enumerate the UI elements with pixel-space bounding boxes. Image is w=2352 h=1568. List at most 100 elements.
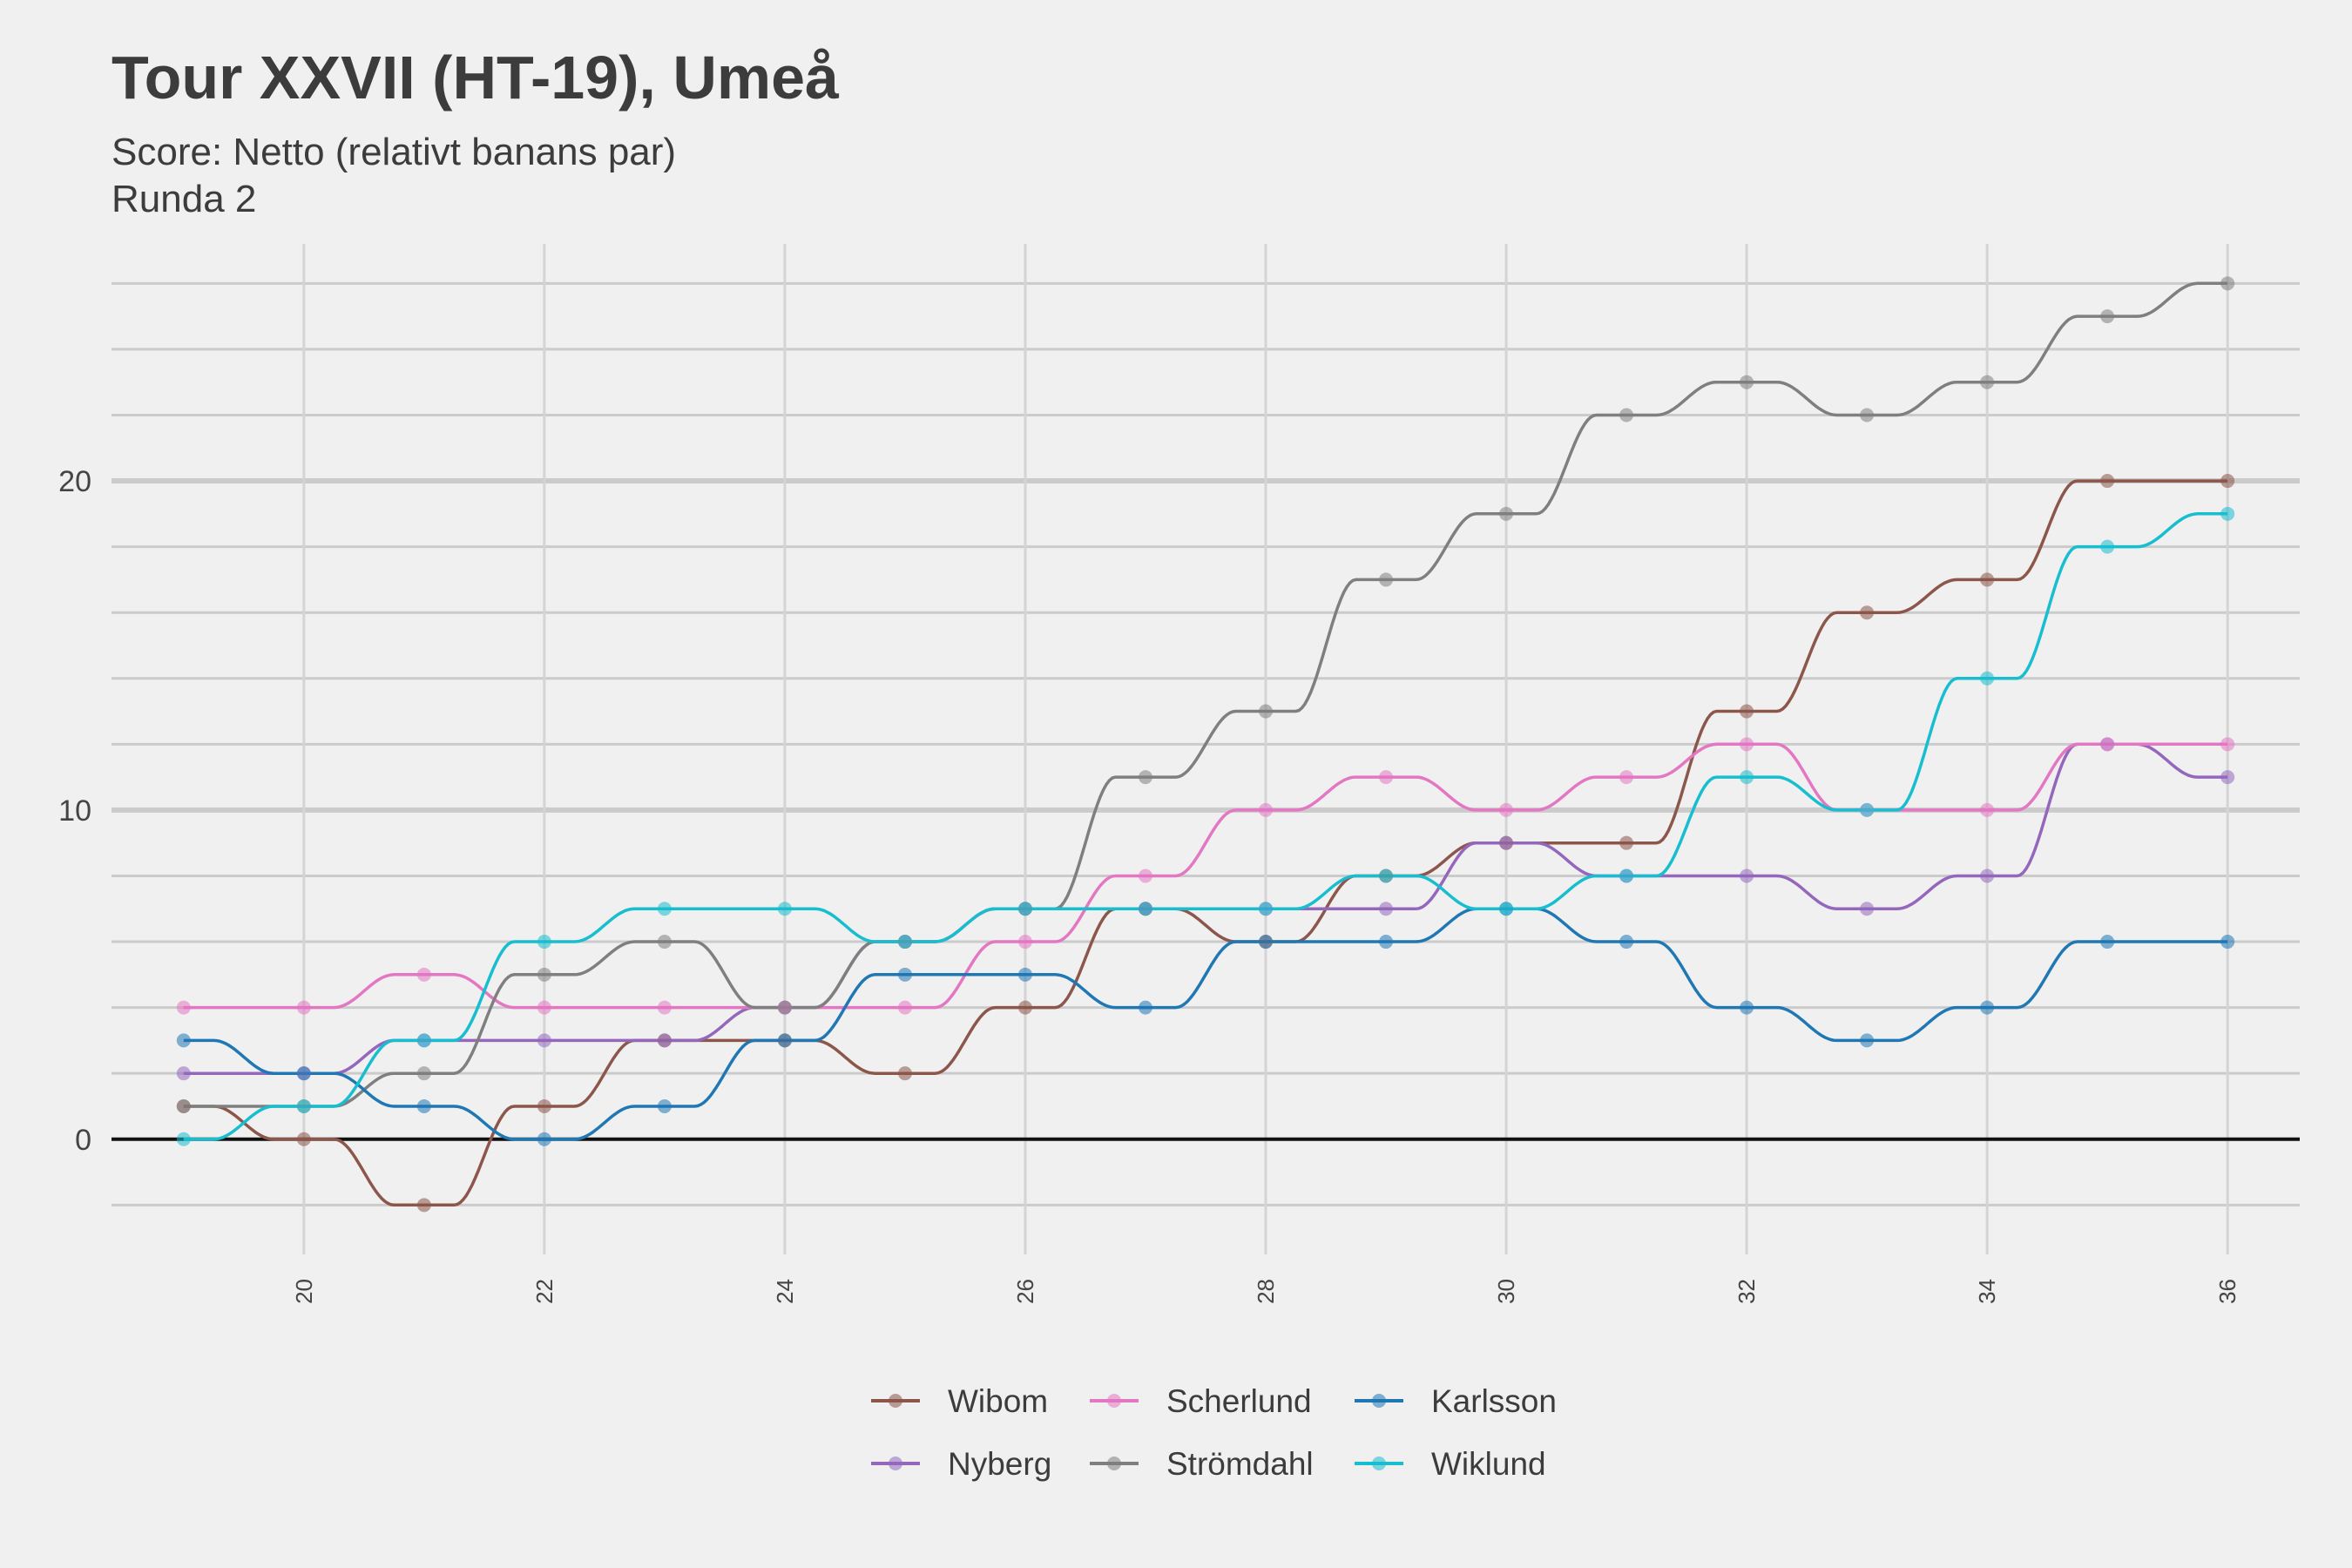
- data-point-nyberg: [537, 1033, 551, 1047]
- legend-swatch-point: [1107, 1394, 1121, 1408]
- data-point-wiklund: [2220, 507, 2234, 521]
- data-point-wiklund: [1980, 672, 1994, 686]
- data-point-wibom: [297, 1132, 311, 1146]
- data-point-wiklund: [1619, 868, 1633, 882]
- legend-label: Wibom: [948, 1383, 1048, 1419]
- data-point-scherlund: [417, 968, 431, 982]
- data-point-wiklund: [177, 1132, 191, 1146]
- data-point-karlsson: [1018, 968, 1032, 982]
- series-line-wiklund: [184, 514, 2227, 1139]
- data-point-str-mdahl: [778, 1001, 792, 1015]
- data-point-wiklund: [778, 902, 792, 916]
- data-point-nyberg: [1740, 868, 1754, 882]
- data-point-wibom: [2100, 474, 2114, 488]
- data-point-scherlund: [898, 1001, 912, 1015]
- data-point-scherlund: [537, 1001, 551, 1015]
- data-point-nyberg: [1860, 902, 1874, 916]
- data-point-scherlund: [2100, 737, 2114, 751]
- chart-subtitle-round: Runda 2: [112, 178, 256, 220]
- legend: Wibom Nyberg Scherlund Strömdahl Karlsson Wik…: [871, 1383, 1557, 1482]
- legend-label: Scherlund: [1166, 1383, 1312, 1419]
- legend-label: Nyberg: [948, 1446, 1051, 1482]
- data-point-wiklund: [1740, 770, 1754, 784]
- legend-label: Karlsson: [1431, 1383, 1557, 1419]
- chart-subtitle: Score: Netto (relativt banans par): [112, 131, 676, 173]
- legend-swatch-point: [1107, 1456, 1121, 1470]
- data-point-wibom: [2220, 474, 2234, 488]
- data-point-wibom: [537, 1099, 551, 1113]
- data-point-scherlund: [1018, 935, 1032, 949]
- data-point-nyberg: [2220, 770, 2234, 784]
- data-point-wiklund: [297, 1099, 311, 1113]
- data-point-karlsson: [658, 1099, 672, 1113]
- legend-swatch-point: [889, 1394, 902, 1408]
- data-point-scherlund: [1740, 737, 1754, 751]
- y-tick-label: 0: [75, 1124, 91, 1157]
- x-tick-label: 34: [1974, 1279, 2000, 1304]
- data-point-nyberg: [177, 1066, 191, 1080]
- data-point-wibom: [1740, 705, 1754, 719]
- data-point-str-mdahl: [537, 968, 551, 982]
- data-point-str-mdahl: [1379, 572, 1393, 586]
- axis-labels: 0 10 20 20 22 24 26 28 30 32 34 36: [58, 465, 2240, 1304]
- data-point-karlsson: [297, 1066, 311, 1080]
- data-point-wiklund: [537, 935, 551, 949]
- data-point-karlsson: [778, 1033, 792, 1047]
- x-tick-label: 28: [1253, 1279, 1279, 1304]
- data-point-wiklund: [1379, 868, 1393, 882]
- data-point-scherlund: [2220, 737, 2234, 751]
- x-tick-label: 36: [2214, 1279, 2240, 1304]
- data-point-str-mdahl: [658, 935, 672, 949]
- data-point-karlsson: [537, 1132, 551, 1146]
- data-point-karlsson: [1259, 935, 1273, 949]
- chart-title: Tour XXVII (HT-19), Umeå: [112, 44, 840, 112]
- legend-swatch-point: [889, 1456, 902, 1470]
- legend-item-wibom: Wibom: [871, 1383, 1048, 1419]
- data-point-wibom: [1860, 605, 1874, 619]
- data-point-wibom: [1980, 572, 1994, 586]
- legend-item-karlsson: Karlsson: [1355, 1383, 1557, 1419]
- data-point-karlsson: [1379, 935, 1393, 949]
- data-point-scherlund: [1379, 770, 1393, 784]
- x-tick-label: 22: [531, 1279, 558, 1304]
- data-point-wiklund: [1139, 902, 1152, 916]
- data-point-wiklund: [658, 902, 672, 916]
- data-point-karlsson: [417, 1099, 431, 1113]
- data-point-wibom: [1619, 836, 1633, 850]
- legend-item-str-mdahl: Strömdahl: [1090, 1446, 1314, 1482]
- data-point-karlsson: [2220, 935, 2234, 949]
- y-tick-label: 20: [58, 465, 91, 498]
- legend-label: Wiklund: [1431, 1446, 1546, 1482]
- data-point-str-mdahl: [417, 1066, 431, 1080]
- data-point-karlsson: [1139, 1001, 1152, 1015]
- data-point-karlsson: [1860, 1033, 1874, 1047]
- data-point-wiklund: [1860, 803, 1874, 817]
- data-point-nyberg: [1980, 868, 1994, 882]
- data-point-str-mdahl: [177, 1099, 191, 1113]
- data-point-karlsson: [1740, 1001, 1754, 1015]
- legend-swatch-point: [1372, 1394, 1386, 1408]
- data-point-str-mdahl: [1619, 408, 1633, 422]
- data-point-str-mdahl: [1980, 375, 1994, 389]
- data-point-karlsson: [1619, 935, 1633, 949]
- data-point-scherlund: [1499, 803, 1513, 817]
- data-point-str-mdahl: [2100, 309, 2114, 323]
- data-point-scherlund: [177, 1001, 191, 1015]
- grid: [112, 244, 2300, 1254]
- legend-item-wiklund: Wiklund: [1355, 1446, 1546, 1482]
- data-point-str-mdahl: [1139, 770, 1152, 784]
- x-tick-label: 26: [1012, 1279, 1038, 1304]
- data-point-str-mdahl: [1259, 705, 1273, 719]
- data-point-wiklund: [1259, 902, 1273, 916]
- data-point-str-mdahl: [1740, 375, 1754, 389]
- data-point-karlsson: [177, 1033, 191, 1047]
- x-tick-label: 30: [1493, 1279, 1519, 1304]
- data-point-karlsson: [2100, 935, 2114, 949]
- legend-swatch-point: [1372, 1456, 1386, 1470]
- data-point-nyberg: [658, 1033, 672, 1047]
- data-point-wibom: [1018, 1001, 1032, 1015]
- data-point-scherlund: [1259, 803, 1273, 817]
- data-point-wiklund: [898, 935, 912, 949]
- data-point-wiklund: [417, 1033, 431, 1047]
